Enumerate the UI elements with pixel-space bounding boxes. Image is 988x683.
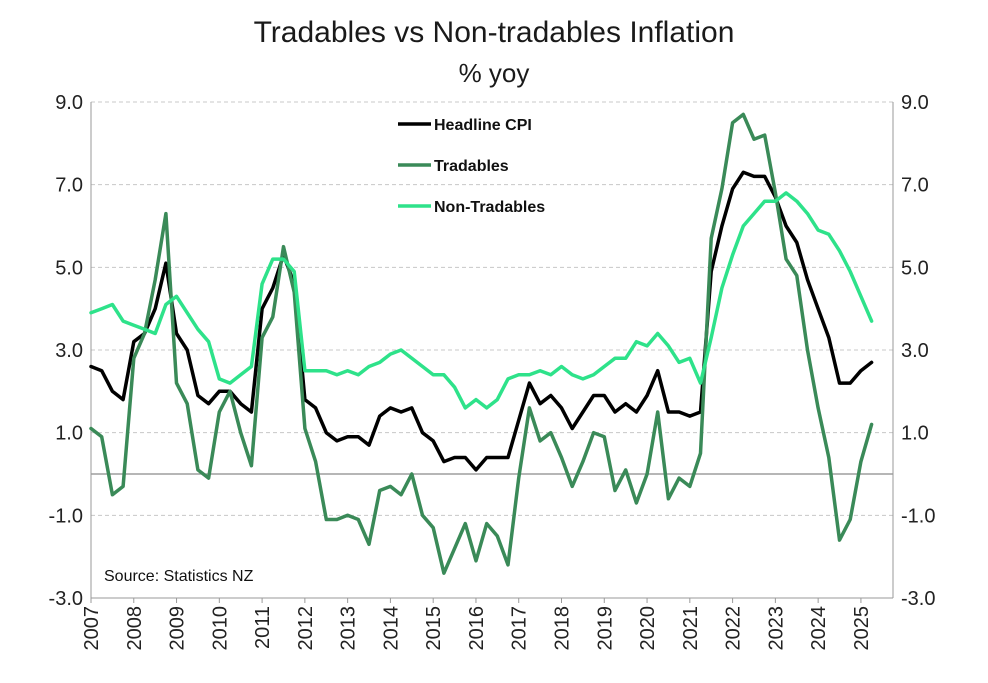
x-tick-label: 2009	[167, 606, 189, 651]
chart-title: Tradables vs Non-tradables Inflation	[253, 16, 735, 49]
x-axis-ticks: 2007 2008 2009 2010 2011 2012 2013 2014 2015 2016…	[81, 598, 873, 651]
series-line-headline-cpi	[89, 170, 874, 472]
legend-label: Tradables	[434, 158, 509, 175]
x-tick-label: 2023	[765, 606, 787, 651]
chart-subtitle: % yoy	[458, 58, 530, 88]
y-axis-right-ticks: 9.0 7.0 5.0 3.0 1.0 -1.0 -3.0	[901, 92, 935, 610]
x-tick-label: 2022	[723, 606, 745, 651]
x-tick-label: 2020	[637, 606, 659, 651]
x-tick-label: 2016	[466, 606, 488, 651]
y-tick-label-right: 9.0	[901, 92, 929, 114]
y-tick-label-left: -3.0	[49, 588, 83, 610]
y-tick-label-left: 5.0	[55, 257, 83, 279]
x-tick-label: 2025	[851, 606, 873, 651]
x-tick-label: 2024	[808, 606, 830, 651]
legend-label: Non-Tradables	[434, 199, 545, 216]
x-tick-label: 2008	[124, 606, 146, 651]
series-line-tradables	[89, 112, 874, 575]
series-lines	[89, 112, 874, 575]
y-tick-label-right: -3.0	[901, 588, 935, 610]
y-tick-label-left: 3.0	[55, 340, 83, 362]
x-tick-label: 2007	[81, 606, 103, 651]
x-tick-label: 2014	[380, 606, 402, 651]
x-tick-label: 2018	[552, 606, 574, 651]
source-note: Source: Statistics NZ	[104, 568, 254, 585]
axes	[90, 102, 894, 599]
x-tick-label: 2013	[338, 606, 360, 651]
x-tick-label: 2010	[209, 606, 231, 651]
y-tick-label-right: 1.0	[901, 423, 929, 445]
y-tick-label-right: 3.0	[901, 340, 929, 362]
x-tick-label: 2012	[295, 606, 317, 651]
x-tick-label: 2019	[594, 606, 616, 651]
series-line-non-tradables	[89, 191, 874, 410]
legend-label: Headline CPI	[434, 117, 532, 134]
y-tick-label-right: -1.0	[901, 505, 935, 527]
y-tick-label-left: 9.0	[55, 92, 83, 114]
x-tick-label: 2017	[509, 606, 531, 651]
legend: Headline CPI Tradables Non-Tradables	[398, 117, 545, 216]
y-tick-label-left: -1.0	[49, 505, 83, 527]
x-tick-label: 2021	[680, 606, 702, 651]
x-tick-label: 2015	[423, 606, 445, 651]
y-tick-label-left: 7.0	[55, 175, 83, 197]
y-tick-label-right: 7.0	[901, 175, 929, 197]
grid-lines	[91, 101, 893, 516]
y-axis-left-ticks: 9.0 7.0 5.0 3.0 1.0 -1.0 -3.0	[49, 92, 83, 610]
y-tick-label-left: 1.0	[55, 423, 83, 445]
x-tick-label: 2011	[252, 606, 274, 649]
y-tick-label-right: 5.0	[901, 257, 929, 279]
